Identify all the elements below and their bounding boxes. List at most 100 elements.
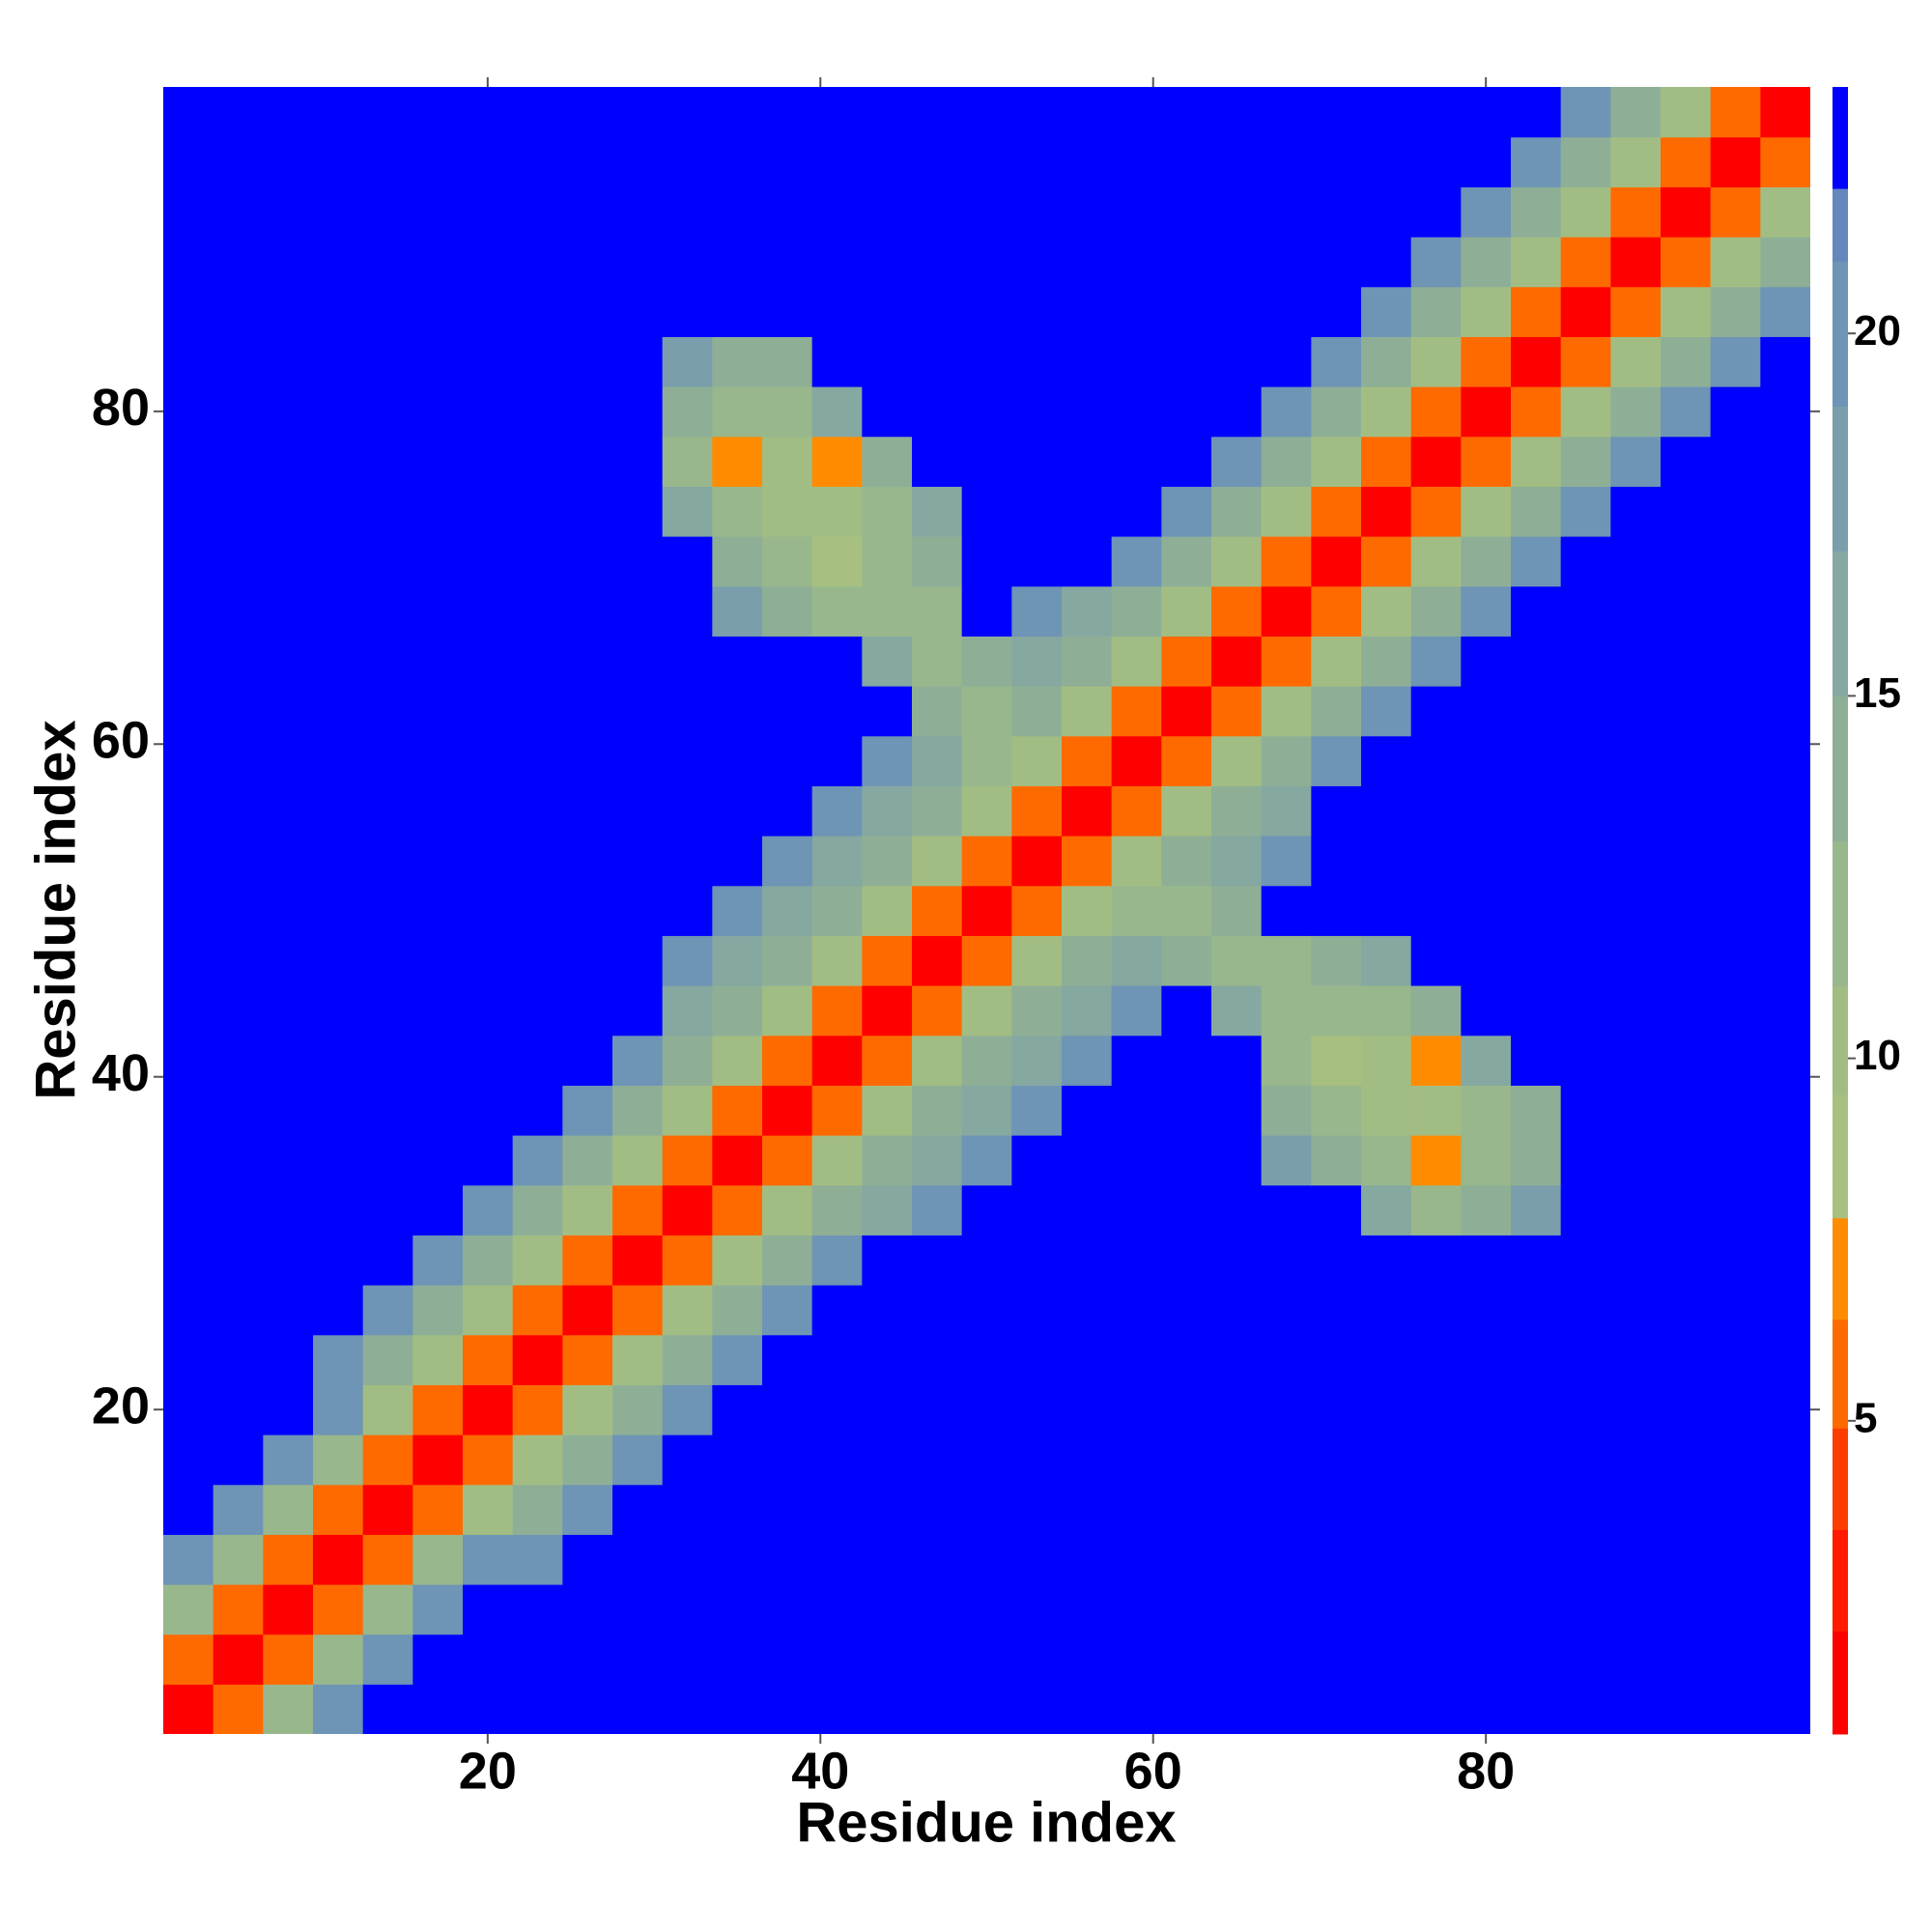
heatmap-cell: [712, 885, 763, 936]
heatmap-cell: [912, 935, 963, 986]
heatmap-cell: [362, 1035, 413, 1086]
heatmap-cell: [412, 1035, 464, 1086]
heatmap-cell: [1261, 536, 1312, 587]
heatmap-cell: [1461, 1534, 1512, 1585]
heatmap-cell: [1062, 1285, 1113, 1336]
heatmap-cell: [163, 1334, 214, 1385]
heatmap-cell: [1461, 836, 1512, 887]
heatmap-cell: [1461, 1484, 1512, 1535]
heatmap-cell: [811, 1085, 863, 1136]
heatmap-cell: [811, 486, 863, 537]
heatmap-cell: [912, 286, 963, 337]
heatmap-cell: [213, 336, 264, 387]
heatmap-cell: [1661, 1184, 1712, 1236]
heatmap-cell: [662, 885, 713, 936]
heatmap-cell: [1161, 87, 1212, 138]
heatmap-cell: [862, 585, 913, 637]
heatmap-cell: [762, 1235, 813, 1286]
heatmap-cell: [811, 935, 863, 986]
heatmap-cell: [1410, 686, 1462, 737]
heatmap-cell: [1311, 935, 1362, 986]
heatmap-cell: [163, 1435, 214, 1486]
heatmap-cell: [862, 1534, 913, 1585]
heatmap-cell: [1610, 1085, 1662, 1136]
heatmap-cell: [213, 686, 264, 737]
heatmap-cell: [562, 785, 613, 837]
heatmap-cell: [712, 1334, 763, 1385]
heatmap-cell: [1161, 336, 1212, 387]
heatmap-cell: [463, 985, 514, 1037]
heatmap-cell: [1161, 486, 1212, 537]
heatmap-cell: [762, 386, 813, 438]
heatmap-cell: [362, 436, 413, 487]
heatmap-cell: [612, 87, 664, 138]
heatmap-cell: [362, 1184, 413, 1236]
heatmap-cell: [811, 686, 863, 737]
heatmap-cell: [862, 1235, 913, 1286]
heatmap-cell: [1461, 436, 1512, 487]
heatmap-cell: [313, 1135, 364, 1186]
heatmap-cell: [762, 1334, 813, 1385]
heatmap-cell: [163, 336, 214, 387]
heatmap-cell: [1062, 785, 1113, 837]
heatmap-cell: [213, 1035, 264, 1086]
heatmap-cell: [213, 286, 264, 337]
heatmap-cell: [1361, 87, 1412, 138]
heatmap-cell: [612, 1435, 664, 1486]
heatmap-cell: [862, 1285, 913, 1336]
heatmap-cell: [1111, 1684, 1162, 1734]
heatmap-cell: [562, 237, 613, 288]
heatmap-cell: [1461, 985, 1512, 1037]
heatmap-cell: [1410, 1534, 1462, 1585]
heatmap-cell: [1560, 1435, 1611, 1486]
colorbar-segment: [1833, 261, 1848, 407]
heatmap-cell: [1461, 237, 1512, 288]
heatmap-cell: [1560, 87, 1611, 138]
heatmap-cell: [263, 436, 314, 487]
heatmap-cell: [463, 1035, 514, 1086]
heatmap-cell: [1410, 885, 1462, 936]
heatmap-cell: [1161, 1285, 1212, 1336]
heatmap-cell: [213, 87, 264, 138]
heatmap-cell: [1361, 1235, 1412, 1286]
heatmap-cell: [512, 1534, 563, 1585]
heatmap-cell: [1610, 1135, 1662, 1186]
heatmap-cell: [1560, 1235, 1611, 1286]
heatmap-cell: [612, 1684, 664, 1734]
heatmap-cell: [1211, 636, 1263, 687]
heatmap-cell: [1511, 237, 1562, 288]
heatmap-cell: [463, 1534, 514, 1585]
heatmap-cell: [1760, 785, 1810, 837]
heatmap-cell: [1560, 985, 1611, 1037]
heatmap-cell: [1211, 286, 1263, 337]
heatmap-cell: [1261, 386, 1312, 438]
heatmap-cell: [961, 336, 1012, 387]
heatmap-cell: [1661, 1285, 1712, 1336]
heatmap-cell: [862, 1135, 913, 1186]
heatmap-cell: [1161, 186, 1212, 238]
heatmap-cell: [362, 1384, 413, 1435]
heatmap-cell: [1261, 1584, 1312, 1635]
heatmap-cell: [362, 1135, 413, 1186]
heatmap-cell: [1710, 1135, 1761, 1186]
heatmap-cell: [1760, 1035, 1810, 1086]
heatmap-cell: [213, 136, 264, 187]
heatmap-cell: [612, 785, 664, 837]
heatmap-cell: [1560, 136, 1611, 187]
heatmap-cell: [662, 386, 713, 438]
heatmap-cell: [811, 585, 863, 637]
heatmap-cell: [1661, 935, 1712, 986]
heatmap-cell: [862, 336, 913, 387]
heatmap-cell: [862, 836, 913, 887]
heatmap-cell: [512, 136, 563, 187]
heatmap-cell: [811, 1484, 863, 1535]
heatmap-cell: [512, 836, 563, 887]
heatmap-cell: [1610, 636, 1662, 687]
heatmap-cell: [662, 1135, 713, 1186]
heatmap-cell: [1410, 585, 1462, 637]
heatmap-cell: [1311, 1534, 1362, 1585]
heatmap-cell: [263, 1135, 314, 1186]
heatmap-cell: [1461, 686, 1512, 737]
heatmap-cell: [562, 87, 613, 138]
heatmap-cell: [961, 585, 1012, 637]
